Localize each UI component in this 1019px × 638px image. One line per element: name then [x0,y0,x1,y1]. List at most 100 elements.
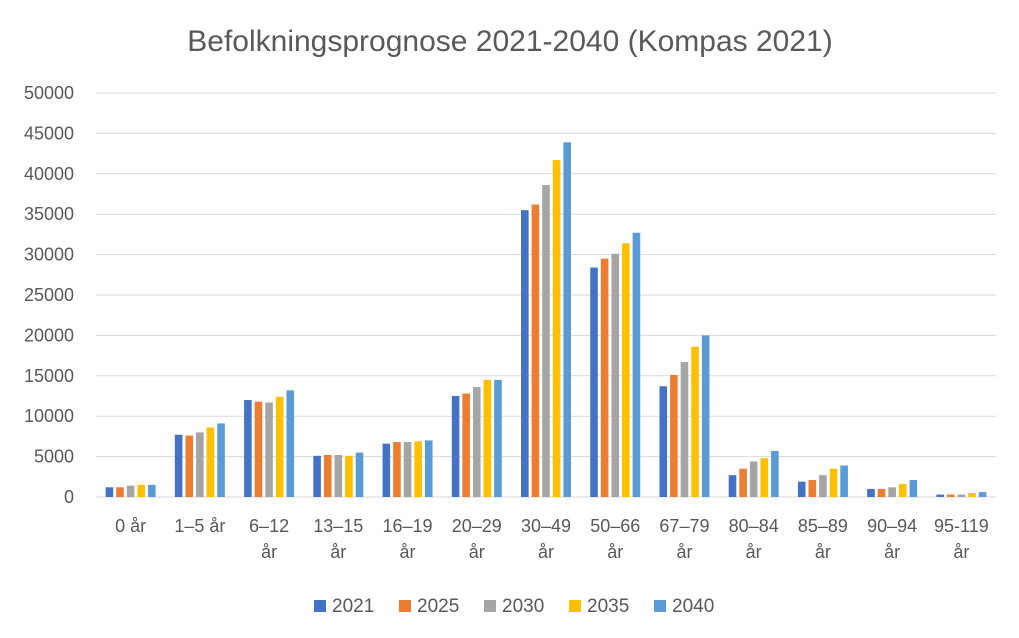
bar [275,396,284,497]
bar [116,487,124,497]
x-tick-label: 95-119 år [934,516,989,562]
bar [403,442,412,497]
bar [552,160,561,497]
bar [206,427,215,497]
legend-label: 2021 [332,596,374,617]
bar [819,475,827,497]
bar [542,185,550,497]
legend-swatch [569,600,581,612]
bar [254,401,263,497]
y-tick-label: 0 [64,487,74,507]
legend-item-2030: 2030 [484,596,544,617]
bar [797,481,806,497]
bar [424,440,433,497]
bar [286,390,295,497]
x-tick-label: 85–89 år [798,516,848,562]
bar [888,487,896,497]
bar [867,488,875,497]
bar [217,423,225,497]
y-tick-label: 30000 [24,245,74,265]
x-tick-label: 13–15 år [313,516,363,562]
y-tick-label: 10000 [24,406,74,426]
bar [877,488,886,497]
y-tick-label: 5000 [34,447,74,467]
y-tick-label: 45000 [24,123,74,143]
legend-item-2025: 2025 [399,596,459,617]
bar [840,465,848,497]
bar [749,461,758,497]
bar [829,468,838,497]
bar [393,442,401,497]
bar [414,441,422,497]
legend-label: 2025 [417,596,459,617]
bar [148,484,156,497]
bar [691,346,699,497]
legend-label: 2040 [672,596,714,617]
bar [808,480,817,497]
bar [632,232,641,497]
chart-title: Befolkningsprognose 2021-2040 (Kompas 20… [187,25,832,58]
bar [611,253,620,497]
bar [968,492,976,497]
legend-item-2021: 2021 [314,596,374,617]
legend-item-2035: 2035 [569,596,629,617]
bar [622,243,630,497]
bar [563,142,571,497]
bar [334,454,343,497]
bar [701,335,710,497]
x-tick-label: 30–49 år [521,516,571,562]
bar [680,362,689,497]
x-tick-label: 20–29 år [452,516,502,562]
bar [936,494,944,497]
x-tick-label: 90–94 år [867,516,917,562]
bar [531,204,540,497]
bar [909,480,918,497]
bar [185,435,194,497]
y-axis-ticks: 0 5000 10000 15000 20000 25000 30000 35000 40000… [24,83,74,507]
x-tick-label: 50–66 år [590,516,640,562]
bar [483,379,492,497]
legend-swatch [399,600,411,612]
bar [137,484,146,497]
bar [957,494,966,497]
x-tick-label: 16–19 år [383,516,433,562]
bar [739,468,747,497]
bar [472,387,481,497]
x-tick-label: 0 år [115,516,146,536]
bar [174,434,183,497]
y-tick-label: 35000 [24,204,74,224]
x-axis-labels: 0 år 1–5 år 6–12 år 13–15 år 16–19 år 20–29 år 30–… [115,516,989,562]
bar [760,458,769,497]
bar [244,400,252,497]
bar [323,454,332,497]
bar [451,396,460,497]
bar [382,443,391,497]
x-tick-label: 80–84 år [729,516,779,562]
bar [670,374,678,497]
y-tick-label: 50000 [24,83,74,103]
bar [521,210,529,497]
x-tick-label: 67–79 år [659,516,709,562]
bar [313,455,321,497]
y-tick-label: 15000 [24,366,74,386]
bar [946,494,955,497]
legend-swatch [314,600,326,612]
bar [600,258,609,497]
bar [345,455,353,497]
bar [978,492,987,497]
x-tick-label: 6–12 år [249,516,289,562]
bar [771,450,779,497]
bar [265,402,273,497]
bar [590,267,598,497]
x-tick-label: 1–5 år [174,516,225,536]
legend-label: 2035 [587,596,629,617]
legend-swatch [484,600,496,612]
bar [105,487,114,497]
bar [728,475,737,497]
legend-item-2040: 2040 [654,596,714,617]
y-tick-label: 25000 [24,285,74,305]
bar [126,485,135,497]
bars [105,142,987,497]
y-tick-label: 40000 [24,164,74,184]
